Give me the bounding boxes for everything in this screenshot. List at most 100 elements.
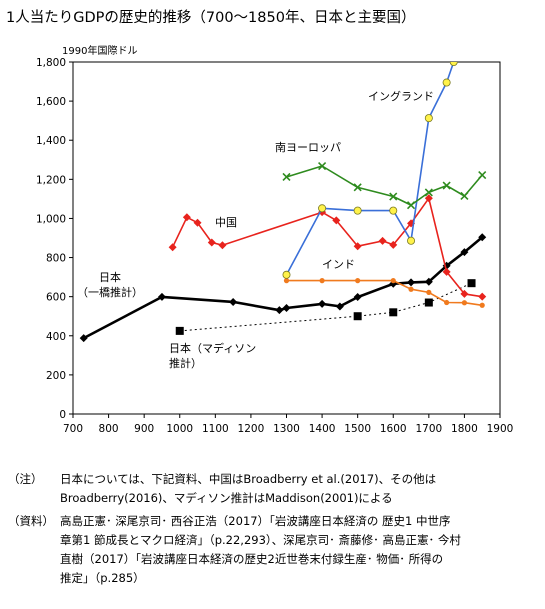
series-china xyxy=(168,194,487,301)
series-label-england: イングランド xyxy=(368,89,434,103)
x-tick-label: 900 xyxy=(134,423,154,435)
data-point xyxy=(442,181,451,190)
x-tick-label: 700 xyxy=(63,423,83,435)
note-key: （注） xyxy=(8,472,43,486)
data-point xyxy=(461,300,468,306)
x-tick-label: 1700 xyxy=(415,423,442,435)
y-tick-label: 1,200 xyxy=(36,174,66,186)
data-point xyxy=(193,218,202,227)
data-point xyxy=(353,293,362,302)
data-point xyxy=(407,236,416,245)
x-tick-label: 1900 xyxy=(487,423,514,435)
line-chart: 0 200 400 600 800 1,000 1,200 1,400 1,600 1,800 70… xyxy=(36,44,514,435)
series-label-india: インド xyxy=(322,258,355,271)
data-point xyxy=(424,188,433,197)
series-label-line: （一橋推計） xyxy=(77,285,143,299)
data-point xyxy=(79,334,88,343)
data-point xyxy=(408,286,414,292)
data-point xyxy=(318,204,327,213)
data-point xyxy=(282,304,291,313)
y-tick-label: 600 xyxy=(46,292,66,304)
series-line xyxy=(179,282,472,332)
note-line: Broadberry(2016)、マディソン推計はMaddison(2001)に… xyxy=(60,491,393,505)
y-tick-label: 1,800 xyxy=(36,57,66,69)
x-tick-label: 800 xyxy=(99,423,119,435)
data-point xyxy=(407,278,416,287)
data-point xyxy=(424,114,433,123)
data-point xyxy=(389,192,398,201)
data-point xyxy=(378,236,387,245)
data-point xyxy=(460,248,469,257)
x-tick-label: 1000 xyxy=(166,423,193,435)
note-key: （資料） xyxy=(8,514,54,528)
data-point xyxy=(479,302,485,308)
data-point xyxy=(168,243,177,252)
series-label-japan-hitotsubashi: 日本（一橋推計） xyxy=(77,270,143,299)
series-label-japan-maddison: 日本（マディソン推計） xyxy=(169,341,256,370)
x-tick-label: 1600 xyxy=(380,423,407,435)
data-point xyxy=(478,233,487,242)
data-point xyxy=(460,289,469,298)
data-point xyxy=(390,278,396,284)
data-point xyxy=(355,278,361,284)
y-tick-label: 400 xyxy=(46,331,66,343)
data-point xyxy=(442,267,451,276)
data-point xyxy=(282,172,291,182)
data-point xyxy=(442,78,451,87)
data-point xyxy=(319,278,325,284)
note-row: （資料） 高島正憲･ 深尾京司･ 西谷正浩（2017）「岩波講座日本経済の 歴史… xyxy=(8,512,530,588)
series-japan-maddison xyxy=(175,279,476,335)
data-point xyxy=(406,201,416,210)
data-point xyxy=(424,298,433,307)
data-point xyxy=(426,289,432,295)
data-point xyxy=(318,299,327,308)
data-point xyxy=(218,241,227,250)
data-point xyxy=(332,216,341,225)
plot-frame xyxy=(72,61,501,415)
y-axis-label: 1990年国際ドル xyxy=(62,44,137,57)
note-line: 章第1 節成長とマクロ経済」（p.22,293）、深尾京司･ 斎藤修･ 高島正憲… xyxy=(60,533,461,547)
data-point xyxy=(449,62,458,66)
data-point xyxy=(424,194,433,203)
series-label-line: 日本（マディソン xyxy=(169,341,256,355)
data-point xyxy=(353,183,362,192)
data-point xyxy=(175,326,184,335)
note-line: 日本については、下記資料、中国はBroadberry et al.(2017)、… xyxy=(60,472,437,486)
series-line xyxy=(171,197,483,298)
y-tick-label: 200 xyxy=(46,370,66,382)
note-text: 高島正憲･ 深尾京司･ 西谷正浩（2017）「岩波講座日本経済の 歴史1 中世序… xyxy=(60,512,530,588)
note-line: 高島正憲･ 深尾京司･ 西谷正浩（2017）「岩波講座日本経済の 歴史1 中世序 xyxy=(60,514,451,528)
data-point xyxy=(275,306,284,315)
data-point xyxy=(282,270,291,279)
y-tick-label: 800 xyxy=(46,253,66,265)
series-india xyxy=(283,278,485,308)
series-label-southern-europe: 南ヨーロッパ xyxy=(275,141,341,154)
data-point xyxy=(353,312,362,321)
series-line xyxy=(83,236,484,340)
data-point xyxy=(335,302,344,311)
series-label-line: 南ヨーロッパ xyxy=(275,141,341,154)
x-tick-label: 1800 xyxy=(451,423,478,435)
x-tick-label: 1300 xyxy=(273,423,300,435)
series-label-line: インド xyxy=(322,258,355,271)
x-tick-label: 1500 xyxy=(344,423,371,435)
data-point xyxy=(389,240,398,249)
data-point xyxy=(207,238,216,247)
data-point xyxy=(424,277,433,286)
x-tick-label: 1400 xyxy=(309,423,336,435)
data-point xyxy=(157,292,166,301)
data-point xyxy=(283,278,290,284)
data-point xyxy=(389,308,398,317)
series-label-line: 推計） xyxy=(169,356,202,370)
note-line: 直樹（2017）「岩波講座日本経済の歴史2近世巻末付録生産･ 物価･ 所得の xyxy=(60,552,444,566)
chart-title: 1人当たりGDPの歴史的推移（700〜1850年、日本と主要国） xyxy=(6,10,416,26)
x-tick-label: 1100 xyxy=(202,423,229,435)
y-tick-label: 1,600 xyxy=(36,96,66,108)
data-point xyxy=(353,242,362,251)
data-point xyxy=(478,170,487,180)
data-point xyxy=(444,299,450,306)
series-line xyxy=(285,62,455,276)
y-tick-label: 1,400 xyxy=(36,135,66,147)
series-label-line: 中国 xyxy=(215,216,237,229)
data-point xyxy=(182,213,191,222)
